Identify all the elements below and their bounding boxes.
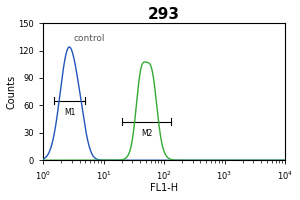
Text: M2: M2: [141, 129, 152, 138]
Title: 293: 293: [148, 7, 180, 22]
Y-axis label: Counts: Counts: [7, 75, 17, 109]
Text: M1: M1: [64, 108, 75, 117]
Text: control: control: [73, 34, 105, 43]
X-axis label: FL1-H: FL1-H: [150, 183, 178, 193]
